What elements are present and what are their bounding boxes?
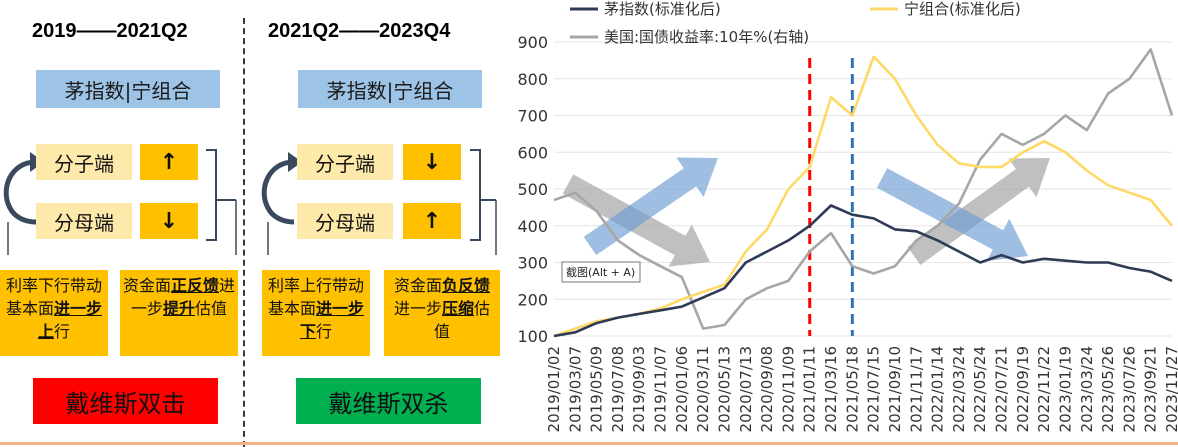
bottom-rule [0, 442, 1178, 445]
maozhishu-line [553, 204, 1173, 338]
left-right-bracket [206, 149, 217, 241]
chart-legend: 茅指数(标准化后) 宁组合(标准化后) 美国:国债收益率:10年%(右轴) [570, 0, 1021, 46]
left-numerator-label: 分子端 [36, 144, 132, 180]
x-tick-label: 2022/05/24 [971, 346, 989, 432]
x-axis-ticks: 2019/01/02 2019/03/07 2019/05/09 2019/07/08… [545, 346, 1178, 432]
left-text-box-2: 资金面正反馈进一步提升估值 [120, 270, 238, 356]
x-tick-label: 2022/03/24 [950, 346, 968, 432]
x-tick-label: 2022/09/19 [1014, 346, 1032, 432]
x-tick-label: 2021/11/17 [907, 346, 925, 432]
x-tick-label: 2023/03/24 [1078, 346, 1096, 432]
left-result-badge: 戴维斯双击 [33, 378, 218, 424]
trend-arrows [562, 157, 1050, 267]
x-tick-label: 2023/05/26 [1099, 346, 1117, 432]
screenshot-tooltip: 截图(Alt + A) [561, 261, 641, 283]
x-tick-label: 2020/01/06 [673, 346, 691, 432]
legend-label: 美国:国债收益率:10年%(右轴) [604, 28, 809, 46]
right-text-box-1: 利率上行带动基本面进一步下行 [262, 270, 370, 356]
x-tick-label: 2020/03/11 [694, 346, 712, 432]
x-tick-label: 2020/09/08 [758, 346, 776, 432]
x-tick-label: 2023/07/26 [1120, 346, 1138, 432]
x-tick-label: 2022/01/14 [929, 346, 947, 432]
x-tick-label: 2020/11/09 [779, 346, 797, 432]
x-tick-label: 2023/09/21 [1142, 346, 1160, 432]
left-header: 茅指数|宁组合 [36, 70, 220, 108]
tooltip-text: 截图(Alt + A) [566, 265, 635, 279]
left-denominator-arrow: ↓ [140, 203, 198, 239]
left-period-title: 2019——2021Q2 [32, 20, 188, 42]
y-tick-label: 600 [517, 143, 548, 162]
right-denominator-label: 分母端 [297, 203, 393, 239]
right-denominator-arrow: ↑ [403, 203, 461, 239]
x-tick-label: 2023/11/27 [1163, 346, 1178, 432]
panel-divider [243, 18, 245, 447]
right-text-box-2: 资金面负反馈进一步压缩估值 [384, 270, 500, 356]
y-tick-label: 400 [517, 217, 548, 236]
y-axis-ticks: 100 200 300 400 500 600 700 800 900 [517, 33, 548, 346]
y-tick-label: 900 [517, 33, 548, 52]
y-tick-label: 100 [517, 327, 548, 346]
left-cycle-bracket [3, 149, 237, 255]
y-tick-label: 500 [517, 180, 548, 199]
vertical-markers [808, 58, 854, 336]
x-tick-label: 2021/01/11 [801, 346, 819, 432]
x-tick-label: 2022/11/22 [1035, 346, 1053, 432]
x-tick-label: 2019/03/07 [566, 346, 584, 432]
x-tick-label: 2020/07/13 [737, 346, 755, 432]
left-cycle-arrow [3, 159, 37, 225]
blue-trend-arrow-down [876, 168, 1028, 262]
y-tick-label: 200 [517, 290, 548, 309]
x-tick-label: 2019/05/09 [588, 346, 606, 432]
y-tick-label: 700 [517, 107, 548, 126]
blue-trend-arrow-up [583, 157, 718, 256]
us10y-line [553, 48, 1174, 330]
legend-label: 宁组合(标准化后) [904, 0, 1021, 18]
x-tick-label: 2019/07/08 [609, 346, 627, 432]
right-period-title: 2021Q2——2023Q4 [268, 20, 451, 42]
x-tick-label: 2021/07/15 [865, 346, 883, 432]
x-tick-label: 2021/03/16 [822, 346, 840, 432]
right-header: 茅指数|宁组合 [298, 70, 482, 108]
x-tick-label: 2021/09/10 [886, 346, 904, 432]
right-numerator-label: 分子端 [297, 144, 393, 180]
left-numerator-arrow: ↑ [140, 144, 198, 180]
x-tick-label: 2023/01/19 [1056, 346, 1074, 432]
x-tick-label: 2019/11/07 [652, 346, 670, 432]
right-right-bracket [470, 149, 481, 241]
x-tick-label: 2021/05/18 [843, 346, 861, 432]
right-cycle-arrow [261, 159, 295, 225]
x-tick-label: 2019/09/03 [630, 346, 648, 432]
gray-trend-arrow-up [907, 158, 1050, 265]
right-cycle-bracket [261, 149, 497, 255]
right-cycle-arrowhead [288, 152, 302, 172]
y-tick-label: 300 [517, 254, 548, 273]
x-tick-label: 2019/01/02 [545, 346, 563, 432]
right-result-badge: 戴维斯双杀 [296, 378, 481, 424]
left-denominator-label: 分母端 [36, 203, 132, 239]
series-lines [553, 48, 1174, 338]
left-text-box-1: 利率下行带动基本面进一步上行 [0, 270, 108, 356]
chart-gridlines [554, 41, 1172, 337]
right-numerator-arrow: ↓ [403, 144, 461, 180]
x-tick-label: 2022/07/21 [993, 346, 1011, 432]
legend-label: 茅指数(标准化后) [604, 0, 721, 18]
y-tick-label: 800 [517, 70, 548, 89]
x-tick-label: 2020/05/13 [715, 346, 733, 432]
ningzuhe-line [553, 55, 1174, 338]
